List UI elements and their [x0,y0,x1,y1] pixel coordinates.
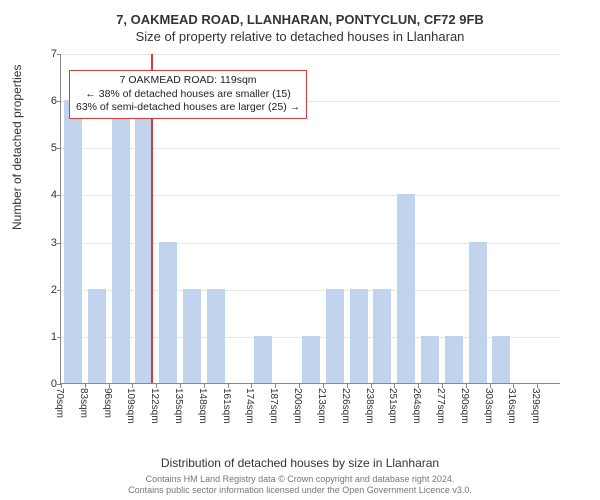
xtick-label: 122sqm [149,388,160,424]
bar [492,336,510,383]
ytick-label: 4 [39,189,57,201]
xtick-label: 174sqm [244,388,255,424]
bar [350,289,368,383]
bar [64,100,82,383]
ytick-mark [57,243,61,244]
xtick-label: 213sqm [316,388,327,424]
ytick-mark [57,337,61,338]
bar [421,336,439,383]
xtick-label: 109sqm [125,388,136,424]
ytick-label: 6 [39,95,57,107]
xtick-label: 316sqm [506,388,517,424]
y-axis-label: Number of detached properties [10,65,24,230]
xtick-label: 83sqm [78,388,89,418]
annotation-box: 7 OAKMEAD ROAD: 119sqm← 38% of detached … [69,70,307,119]
annotation-line: 63% of semi-detached houses are larger (… [76,101,300,115]
xtick-label: 277sqm [435,388,446,424]
bar [88,289,106,383]
xtick-label: 161sqm [221,388,232,424]
xtick-label: 290sqm [459,388,470,424]
bar [302,336,320,383]
xtick-label: 238sqm [364,388,375,424]
ytick-label: 2 [39,284,57,296]
ytick-label: 5 [39,142,57,154]
xtick-label: 251sqm [387,388,398,424]
footer-line-1: Contains HM Land Registry data © Crown c… [0,474,600,485]
annotation-line: ← 38% of detached houses are smaller (15… [76,88,300,102]
x-axis-label: Distribution of detached houses by size … [0,456,600,470]
bar [159,242,177,383]
plot-region: 0123456770sqm83sqm96sqm109sqm122sqm135sq… [60,54,560,384]
ytick-label: 3 [39,237,57,249]
bar [469,242,487,383]
xtick-label: 329sqm [530,388,541,424]
bar [112,100,130,383]
ytick-label: 1 [39,331,57,343]
ytick-mark [57,101,61,102]
bar [373,289,391,383]
bar [254,336,272,383]
bar [207,289,225,383]
xtick-label: 264sqm [411,388,422,424]
annotation-line: 7 OAKMEAD ROAD: 119sqm [76,74,300,88]
xtick-label: 148sqm [197,388,208,424]
grid-line [61,54,560,55]
ytick-mark [57,195,61,196]
xtick-label: 200sqm [292,388,303,424]
footer-line-2: Contains public sector information licen… [0,485,600,496]
xtick-label: 303sqm [483,388,494,424]
chart-title-sub: Size of property relative to detached ho… [0,27,600,44]
bar [183,289,201,383]
chart-footer: Contains HM Land Registry data © Crown c… [0,474,600,496]
bar [397,194,415,383]
xtick-label: 187sqm [268,388,279,424]
xtick-label: 70sqm [54,388,65,418]
ytick-mark [57,54,61,55]
bar [326,289,344,383]
ytick-mark [57,148,61,149]
xtick-label: 96sqm [102,388,113,418]
bar [445,336,463,383]
ytick-mark [57,290,61,291]
chart-title-main: 7, OAKMEAD ROAD, LLANHARAN, PONTYCLUN, C… [0,0,600,27]
xtick-label: 226sqm [340,388,351,424]
chart-area: 0123456770sqm83sqm96sqm109sqm122sqm135sq… [60,54,560,414]
ytick-label: 7 [39,48,57,60]
xtick-label: 135sqm [173,388,184,424]
